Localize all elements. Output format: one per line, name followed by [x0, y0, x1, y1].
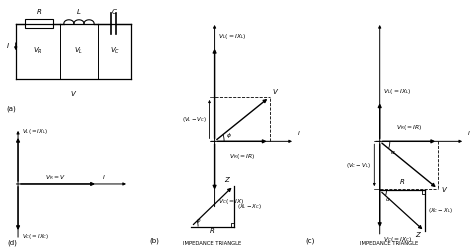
- Text: IMPEDANCE TRIANGLE: IMPEDANCE TRIANGLE: [183, 241, 242, 246]
- Text: $V_R=V$: $V_R=V$: [45, 173, 66, 182]
- Text: $L$: $L$: [76, 7, 82, 16]
- Text: $(V_L-V_C)$: $(V_L-V_C)$: [182, 115, 207, 124]
- Text: IMPEDANCE TRIANGLE: IMPEDANCE TRIANGLE: [360, 241, 418, 246]
- Text: $R$: $R$: [399, 177, 405, 186]
- Text: (a): (a): [6, 105, 16, 112]
- Text: $I$: $I$: [467, 129, 470, 137]
- Text: $V_C(=IX_C)$: $V_C(=IX_C)$: [22, 232, 49, 241]
- Text: $\alpha$: $\alpha$: [384, 196, 390, 203]
- Text: $V_C(=IX_C)$: $V_C(=IX_C)$: [383, 235, 412, 244]
- Text: $R$: $R$: [36, 7, 42, 16]
- Text: $V$: $V$: [441, 185, 448, 195]
- Text: $\alpha$: $\alpha$: [391, 149, 396, 155]
- Text: $R$: $R$: [210, 226, 216, 235]
- Bar: [26, 19, 53, 27]
- Text: $C$: $C$: [110, 7, 118, 16]
- Text: $Z$: $Z$: [224, 175, 231, 183]
- Text: $V_C$: $V_C$: [109, 46, 120, 56]
- Text: $V_C(=IX)$: $V_C(=IX)$: [218, 197, 244, 206]
- Text: $Z$: $Z$: [415, 230, 422, 239]
- Text: (c): (c): [306, 237, 315, 244]
- Text: $V_R(=IR)$: $V_R(=IR)$: [229, 151, 255, 161]
- Text: $(V_C-V_L)$: $(V_C-V_L)$: [346, 161, 372, 170]
- Text: $V$: $V$: [70, 89, 77, 98]
- Text: $V_L(=IX_L)$: $V_L(=IX_L)$: [22, 127, 48, 136]
- Text: (d): (d): [7, 239, 17, 246]
- Text: $(X_C-X_L)$: $(X_C-X_L)$: [428, 206, 453, 215]
- Text: $I$: $I$: [297, 129, 300, 137]
- Text: $(X_L-X_C)$: $(X_L-X_C)$: [237, 202, 262, 211]
- Text: $V_R$: $V_R$: [33, 46, 43, 56]
- Text: $\phi$: $\phi$: [226, 131, 231, 140]
- Text: $I$: $I$: [6, 41, 10, 50]
- Text: $I$: $I$: [102, 173, 106, 181]
- Text: $V_L(=IX_L)$: $V_L(=IX_L)$: [218, 32, 246, 41]
- Text: (b): (b): [149, 237, 159, 244]
- Text: $V$: $V$: [272, 87, 279, 96]
- Text: $V_L$: $V_L$: [74, 46, 83, 56]
- Text: $\phi$: $\phi$: [196, 216, 202, 226]
- Text: $V_R(=IR)$: $V_R(=IR)$: [396, 123, 422, 133]
- Text: $V_L(=IX_L)$: $V_L(=IX_L)$: [383, 87, 411, 96]
